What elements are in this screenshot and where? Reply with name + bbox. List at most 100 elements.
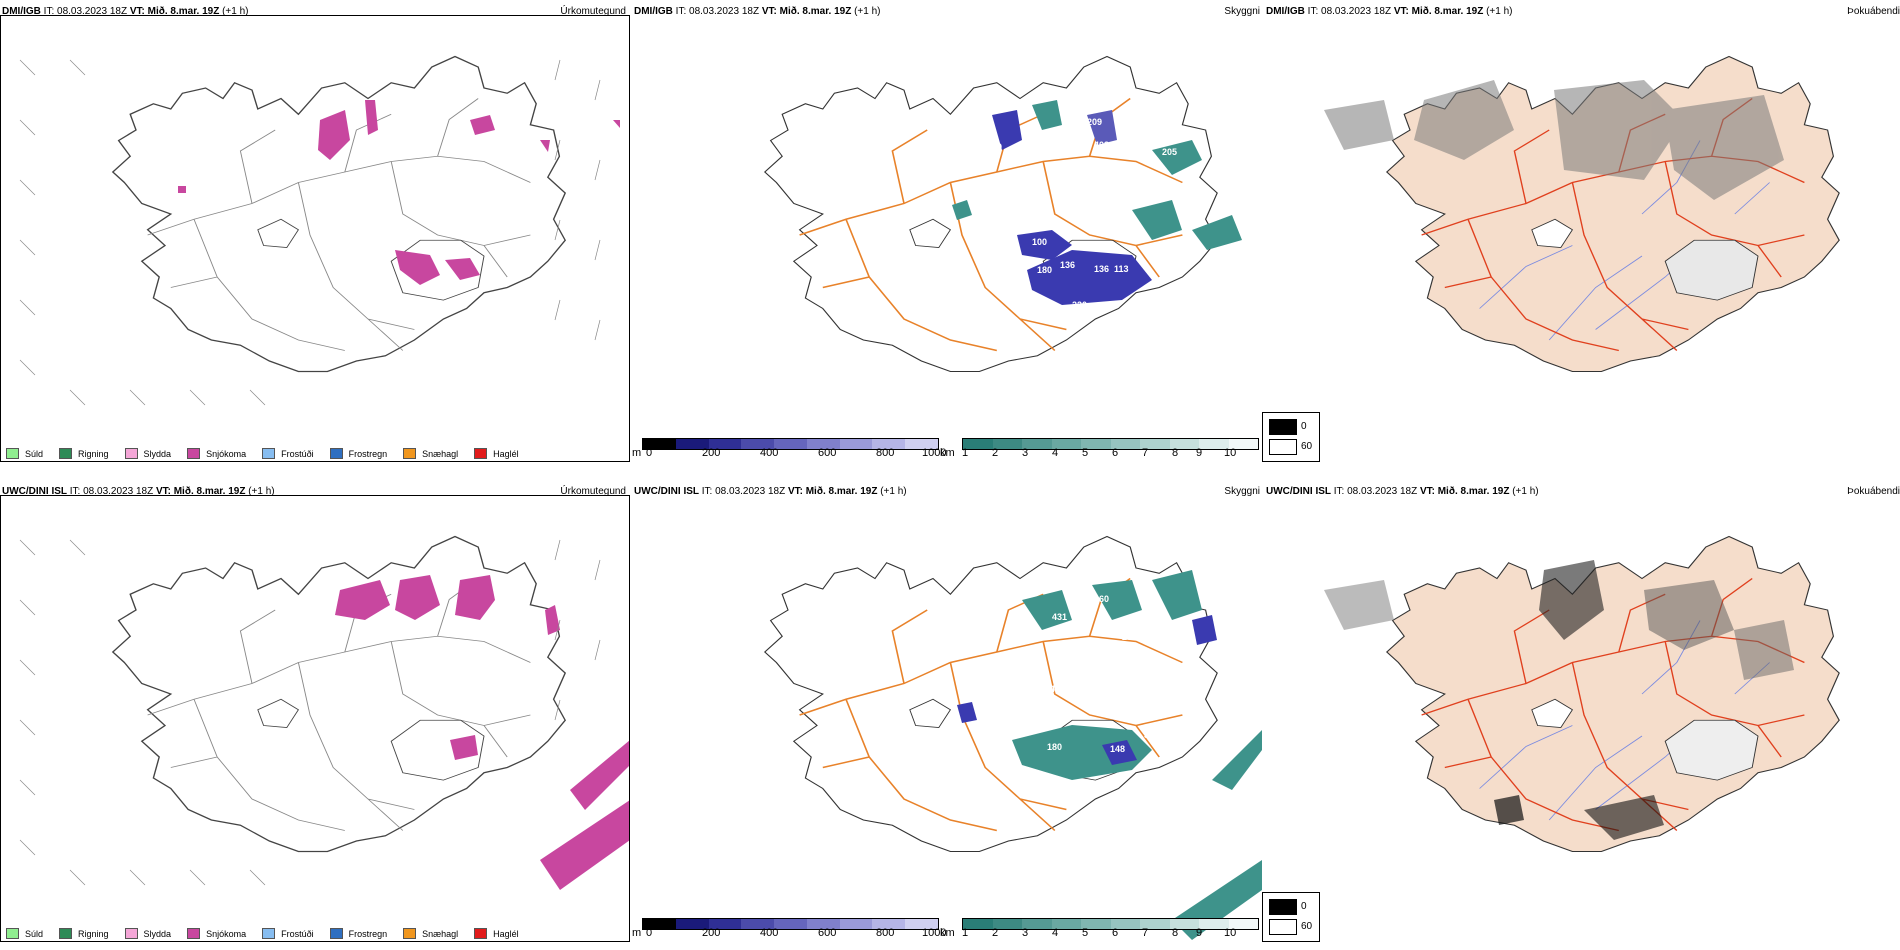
fog-panel-row1: DMI/IGB IT: 08.03.2023 18Z VT: Mið. 8.ma… (1264, 0, 1900, 465)
fog-header-row1: DMI/IGB IT: 08.03.2023 18Z VT: Mið. 8.ma… (1266, 6, 1513, 17)
vis-label: 130 (1027, 170, 1042, 180)
precip-map-row2 (19, 535, 630, 890)
legend-item: Haglél (474, 448, 519, 459)
visibility-title-row2: Skyggni (1224, 486, 1260, 497)
visibility-map-row1: 209 403 250 100 130 205 180 136 136 113 … (764, 55, 1242, 373)
visibility-map-row2: 564 431 160 258 415 180 148 39 (764, 535, 1262, 940)
tick: 1 (962, 447, 969, 459)
vis-label: 100 (1032, 237, 1047, 247)
tick: 0 (646, 447, 653, 459)
fog-header-row2: UWC/DINI ISL IT: 08.03.2023 18Z VT: Mið.… (1266, 486, 1539, 497)
legend-item: Haglél (474, 928, 519, 939)
fog-map-row1 (1324, 55, 1840, 373)
fog-legend-value: 60 (1301, 921, 1313, 932)
visibility-labels-row2: 564 431 160 258 415 180 148 39 (998, 594, 1154, 754)
visibility-header-row1: DMI/IGB IT: 08.03.2023 18Z VT: Mið. 8.ma… (634, 6, 881, 17)
tick: 4 (1052, 927, 1059, 939)
tick: 800 (876, 447, 895, 459)
fog-shading (1324, 80, 1784, 200)
precip-title-row2: Úrkomutegund (560, 486, 626, 497)
fog-shading (1324, 560, 1794, 840)
km-unit: km (940, 927, 955, 939)
tick: 8 (1172, 927, 1179, 939)
vis-label: 431 (1052, 612, 1067, 622)
vis-label: 148 (1110, 744, 1125, 754)
wind-barbs (19, 59, 601, 406)
m-colorbar-row2 (642, 918, 939, 930)
km-colorbar-ticks-row2: km 1 2 3 4 5 6 7 8 9 10 (940, 927, 1260, 941)
vis-label: 113 (1114, 264, 1129, 274)
tick: 6 (1112, 927, 1119, 939)
tick: 200 (702, 927, 721, 939)
precip-header-row1: DMI/IGB IT: 08.03.2023 18Z VT: Mið. 8.ma… (2, 6, 249, 17)
vis-label: 250 (1122, 162, 1137, 172)
fog-legend-row1: 0 60 (1262, 412, 1320, 462)
legend-item: Frostúði (262, 448, 314, 459)
vis-label: 180 (1037, 265, 1052, 275)
tick: 0 (646, 927, 653, 939)
visibility-panel-row2: 564 431 160 258 415 180 148 39 UWC/DINI … (632, 480, 1262, 945)
tick: 1000 (922, 927, 947, 939)
legend-item: Snjókoma (187, 448, 246, 459)
vis-label: 136 (1060, 260, 1075, 270)
legend-item: Frostregn (329, 448, 387, 459)
tick: 2 (992, 447, 999, 459)
fog-panel-row2: UWC/DINI ISL IT: 08.03.2023 18Z VT: Mið.… (1264, 480, 1900, 945)
m-unit: m (632, 447, 642, 459)
fog-legend-value: 60 (1301, 441, 1313, 452)
visibility-header-row2: UWC/DINI ISL IT: 08.03.2023 18Z VT: Mið.… (634, 486, 907, 497)
legend-item: Snæhagl (403, 928, 458, 939)
tick: 400 (760, 447, 779, 459)
tick: 8 (1172, 447, 1179, 459)
m-colorbar-ticks-row1: m 0 200 400 600 800 1000 (632, 447, 952, 461)
precip-map-row1 (19, 55, 620, 406)
snowfall-areas (178, 100, 620, 285)
tick: 7 (1142, 927, 1149, 939)
vis-label: 220 (1072, 300, 1087, 310)
precip-panel-row2: UWC/DINI ISL IT: 08.03.2023 18Z VT: Mið.… (0, 480, 630, 945)
tick: 200 (702, 447, 721, 459)
visibility-labels-row1: 209 403 250 100 130 205 180 136 136 113 … (987, 117, 1177, 310)
legend-item: Rigning (59, 928, 109, 939)
legend-item: Frostúði (262, 928, 314, 939)
km-colorbar-ticks-row1: km 1 2 3 4 5 6 7 8 9 10 (940, 447, 1260, 461)
tick: 5 (1082, 927, 1089, 939)
vis-label: 415 (1050, 684, 1065, 694)
tick: 600 (818, 927, 837, 939)
m-colorbar-ticks-row2: m 0 200 400 600 800 1000 (632, 927, 952, 941)
fog-legend-row2: 0 60 (1262, 892, 1320, 942)
fog-legend-value: 0 (1301, 421, 1307, 432)
legend-item: Slydda (124, 448, 171, 459)
fog-map-row2 (1324, 535, 1840, 853)
vis-label: 209 (1087, 117, 1102, 127)
vis-label: 403 (1094, 140, 1109, 150)
legend-item: Snæhagl (403, 448, 458, 459)
tick: 9 (1196, 447, 1203, 459)
tick: 10 (1224, 927, 1237, 939)
fog-title-row2: Þokuábendi (1847, 486, 1900, 497)
legend-item: Súld (6, 448, 43, 459)
fog-title-row1: Þokuábendi (1847, 6, 1900, 17)
snowfall-areas (335, 575, 630, 890)
tick: 1 (962, 927, 969, 939)
vis-label: 136 (1094, 264, 1109, 274)
legend-item: Rigning (59, 448, 109, 459)
vis-label: 205 (1162, 147, 1177, 157)
legend-item: Snjókoma (187, 928, 246, 939)
km-colorbar-row1 (962, 438, 1259, 450)
tick: 800 (876, 927, 895, 939)
m-colorbar-row1 (642, 438, 939, 450)
legend-item: Súld (6, 928, 43, 939)
tick: 1000 (922, 447, 947, 459)
m-unit: m (632, 927, 642, 939)
precip-header-row2: UWC/DINI ISL IT: 08.03.2023 18Z VT: Mið.… (2, 486, 275, 497)
tick: 600 (818, 447, 837, 459)
tick: 2 (992, 927, 999, 939)
legend-item: Slydda (124, 928, 171, 939)
visibility-fields (952, 100, 1242, 305)
vis-label: 150 (987, 142, 1002, 152)
visibility-title-row1: Skyggni (1224, 6, 1260, 17)
tick: 4 (1052, 447, 1059, 459)
km-unit: km (940, 447, 955, 459)
tick: 5 (1082, 447, 1089, 459)
